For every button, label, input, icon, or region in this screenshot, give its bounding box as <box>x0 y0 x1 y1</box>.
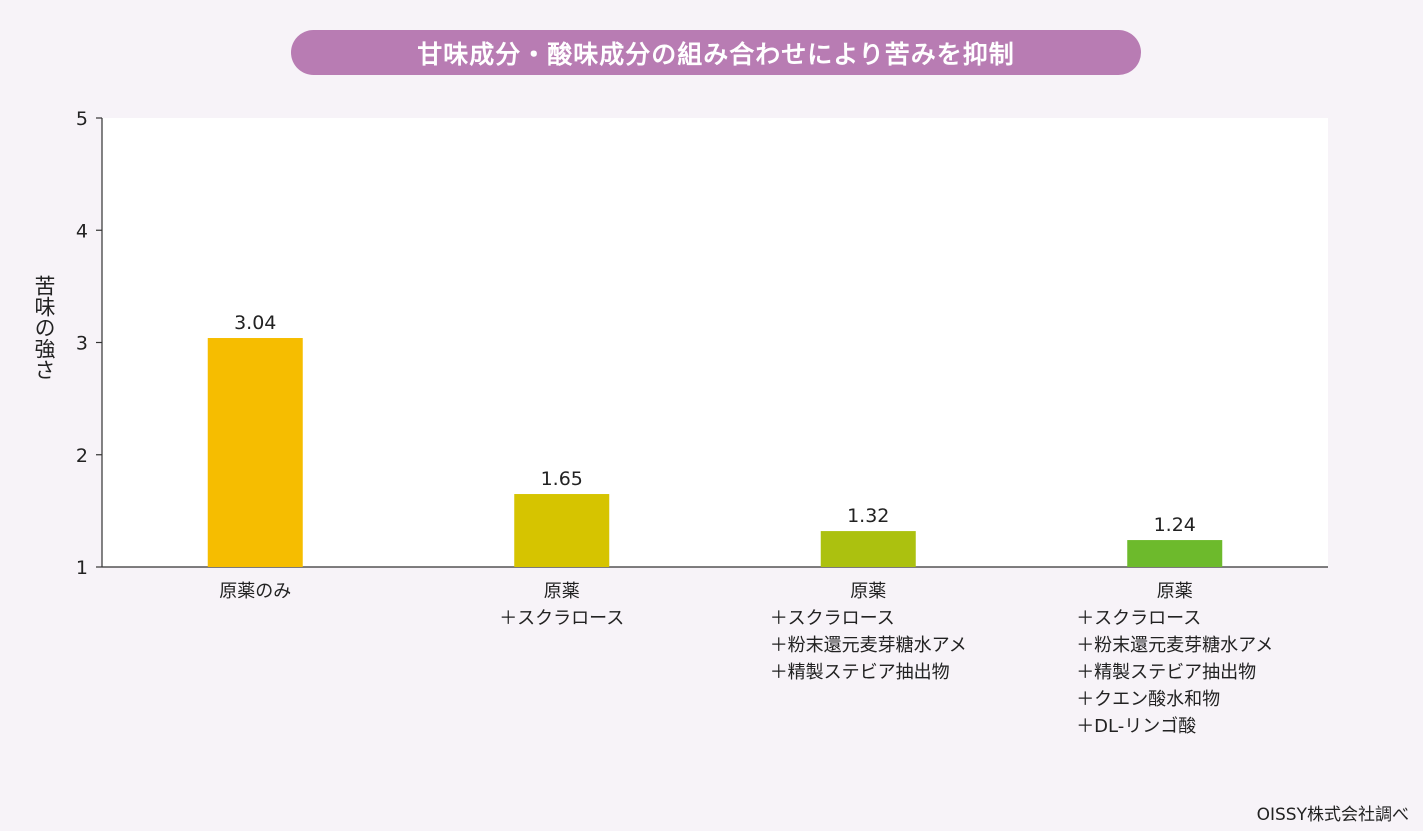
y-tick-label: 4 <box>76 220 88 242</box>
category-label: 原薬のみ <box>105 578 405 632</box>
category-label-head: 原薬 <box>850 581 887 602</box>
bar <box>207 338 303 567</box>
bar-data-label: 1.65 <box>541 468 583 490</box>
category-label-addition: ＋精製ステビア抽出物 <box>769 662 950 683</box>
category-label-addition: ＋クエン酸水和物 <box>1076 689 1221 710</box>
bar-chart: 1 2 3 4 5 3.04 1.65 1.32 1.24 <box>76 108 1328 579</box>
bar-data-label: 3.04 <box>234 312 276 334</box>
category-label-addition: ＋DL-リンゴ酸 <box>1076 716 1197 737</box>
category-label-addition: ＋スクラロース <box>1076 608 1202 629</box>
bar <box>820 531 916 567</box>
bar <box>514 494 610 567</box>
y-tick-label: 1 <box>76 557 88 579</box>
bar-data-label: 1.24 <box>1154 514 1196 536</box>
y-tick-label: 2 <box>76 445 88 467</box>
plot-area <box>102 118 1328 567</box>
bar <box>1127 540 1223 567</box>
y-tick-label: 5 <box>76 108 88 130</box>
category-label-head: 原薬 <box>1156 581 1193 602</box>
category-label: 原薬 ＋スクラロース ＋粉末還元麦芽糖水アメ ＋精製ステビア抽出物 <box>718 578 1018 686</box>
category-label-addition: ＋粉末還元麦芽糖水アメ <box>769 635 967 656</box>
category-label-addition: ＋スクラロース <box>499 608 625 629</box>
category-label-head: 原薬 <box>543 581 580 602</box>
category-label-addition: ＋精製ステビア抽出物 <box>1076 662 1257 683</box>
y-axis-label: 苦味の強さ <box>32 275 56 380</box>
bar-data-label: 1.32 <box>847 505 889 527</box>
y-tick-label: 3 <box>76 333 88 355</box>
category-label-head: 原薬のみ <box>219 581 292 602</box>
category-label: 原薬 ＋スクラロース <box>412 578 712 632</box>
source-credit: OISSY株式会社調べ <box>1256 805 1409 825</box>
category-label-addition: ＋スクラロース <box>769 608 895 629</box>
chart-title: 甘味成分・酸味成分の組み合わせにより苦みを抑制 <box>291 30 1141 75</box>
category-label: 原薬 ＋スクラロース ＋粉末還元麦芽糖水アメ ＋精製ステビア抽出物 ＋クエン酸水和物 ＋D… <box>1025 578 1325 740</box>
category-label-addition: ＋粉末還元麦芽糖水アメ <box>1076 635 1274 656</box>
